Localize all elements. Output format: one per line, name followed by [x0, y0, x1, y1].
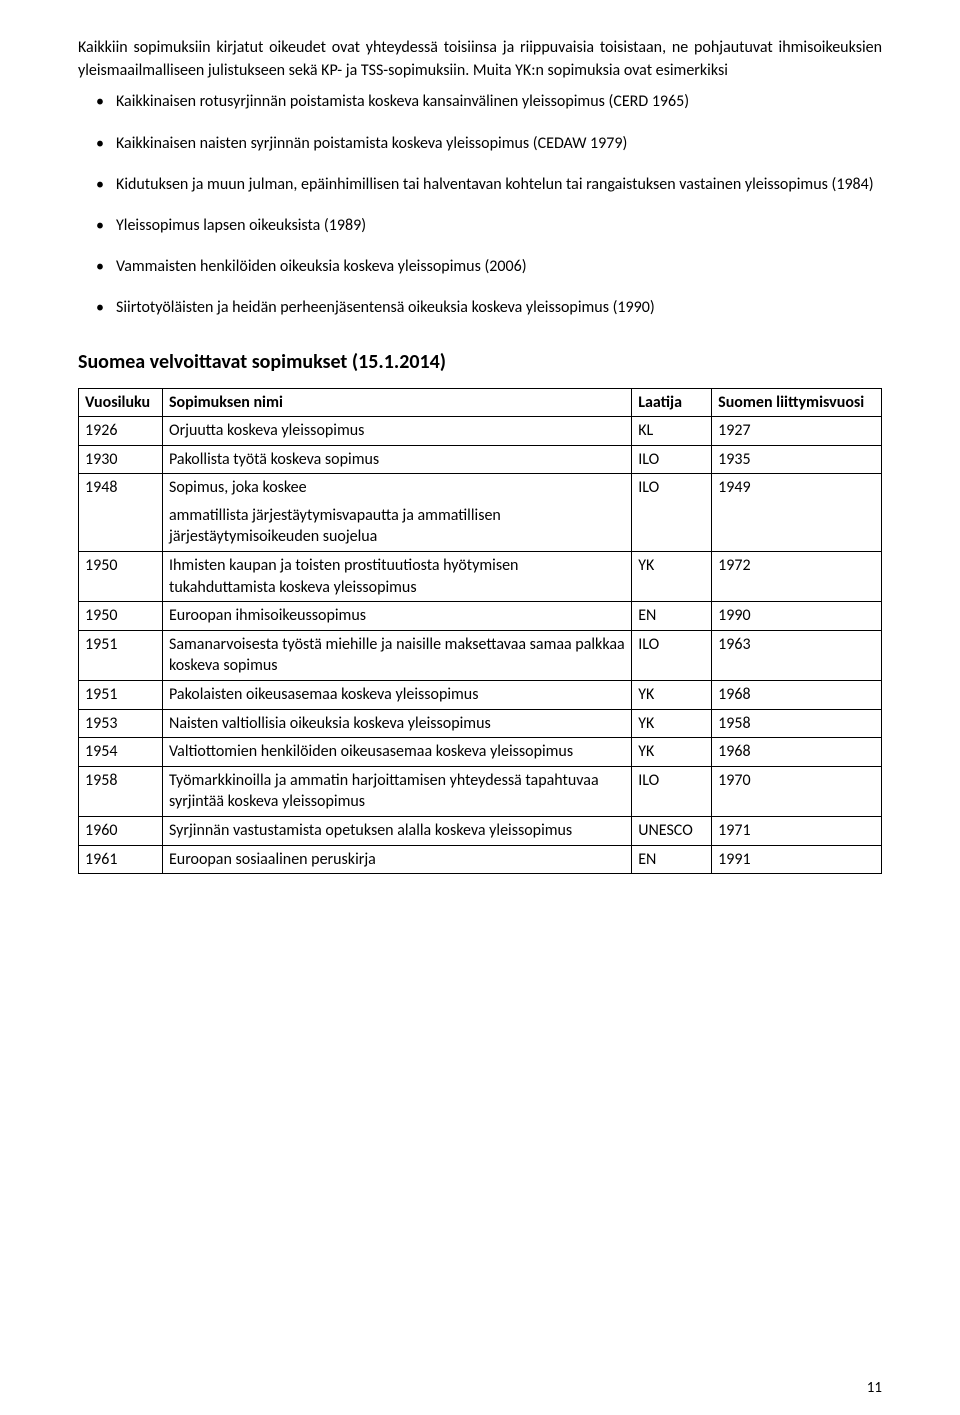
td-name: Euroopan ihmisoikeussopimus: [162, 602, 631, 631]
td-year: 1961: [79, 845, 163, 874]
table-row: 1926Orjuutta koskeva yleissopimusKL1927: [79, 417, 882, 446]
td-joined: 1970: [712, 766, 882, 816]
table-header-row: Vuosiluku Sopimuksen nimi Laatija Suomen…: [79, 388, 882, 417]
td-author: UNESCO: [632, 817, 712, 846]
table-row: 1960Syrjinnän vastustamista opetuksen al…: [79, 817, 882, 846]
td-author: EN: [632, 845, 712, 874]
td-joined: 1927: [712, 417, 882, 446]
table-row: 1961Euroopan sosiaalinen peruskirjaEN199…: [79, 845, 882, 874]
table-row: 1951Samanarvoisesta työstä miehille ja n…: [79, 630, 882, 680]
td-joined: 1968: [712, 681, 882, 710]
td-name: Valtiottomien henkilöiden oikeusasemaa k…: [162, 738, 631, 767]
td-name: Orjuutta koskeva yleissopimus: [162, 417, 631, 446]
section-title: Suomea velvoittavat sopimukset (15.1.201…: [78, 350, 882, 374]
table-row: 1950Euroopan ihmisoikeussopimusEN1990: [79, 602, 882, 631]
td-name: Euroopan sosiaalinen peruskirja: [162, 845, 631, 874]
td-year: 1948: [79, 474, 163, 552]
table-row: 1951Pakolaisten oikeusasemaa koskeva yle…: [79, 681, 882, 710]
td-year: 1930: [79, 445, 163, 474]
td-author: YK: [632, 709, 712, 738]
td-joined: 1972: [712, 552, 882, 602]
td-author: ILO: [632, 445, 712, 474]
list-item: Kaikkinaisen rotusyrjinnän poistamista k…: [78, 90, 882, 113]
td-year: 1953: [79, 709, 163, 738]
td-name: Ihmisten kaupan ja toisten prostituutios…: [162, 552, 631, 602]
td-year: 1951: [79, 681, 163, 710]
td-joined: 1963: [712, 630, 882, 680]
td-author: ILO: [632, 474, 712, 552]
th-name: Sopimuksen nimi: [162, 388, 631, 417]
td-name: Syrjinnän vastustamista opetuksen alalla…: [162, 817, 631, 846]
td-author: YK: [632, 681, 712, 710]
td-name: Työmarkkinoilla ja ammatin harjoittamise…: [162, 766, 631, 816]
list-item: Yleissopimus lapsen oikeuksista (1989): [78, 214, 882, 237]
th-author: Laatija: [632, 388, 712, 417]
td-joined: 1990: [712, 602, 882, 631]
td-year: 1926: [79, 417, 163, 446]
td-joined: 1958: [712, 709, 882, 738]
intro-paragraph: Kaikkiin sopimuksiin kirjatut oikeudet o…: [78, 36, 882, 82]
td-name: Pakollista työtä koskeva sopimus: [162, 445, 631, 474]
td-joined: 1935: [712, 445, 882, 474]
page-number: 11: [867, 1379, 882, 1397]
td-author: EN: [632, 602, 712, 631]
td-year: 1951: [79, 630, 163, 680]
td-name: Naisten valtiollisia oikeuksia koskeva y…: [162, 709, 631, 738]
td-joined: 1949: [712, 474, 882, 552]
treaty-table: Vuosiluku Sopimuksen nimi Laatija Suomen…: [78, 388, 882, 875]
td-author: ILO: [632, 630, 712, 680]
list-item: Kidutuksen ja muun julman, epäinhimillis…: [78, 173, 882, 196]
list-item: Siirtotyöläisten ja heidän perheenjäsent…: [78, 296, 882, 319]
table-row: 1930Pakollista työtä koskeva sopimusILO1…: [79, 445, 882, 474]
td-author: YK: [632, 738, 712, 767]
td-year: 1954: [79, 738, 163, 767]
table-row: 1954Valtiottomien henkilöiden oikeusasem…: [79, 738, 882, 767]
list-item: Vammaisten henkilöiden oikeuksia koskeva…: [78, 255, 882, 278]
td-year: 1950: [79, 602, 163, 631]
td-year: 1958: [79, 766, 163, 816]
td-year: 1950: [79, 552, 163, 602]
td-name: Pakolaisten oikeusasemaa koskeva yleisso…: [162, 681, 631, 710]
td-year: 1960: [79, 817, 163, 846]
td-author: KL: [632, 417, 712, 446]
table-row: 1950Ihmisten kaupan ja toisten prostituu…: [79, 552, 882, 602]
td-joined: 1971: [712, 817, 882, 846]
th-year: Vuosiluku: [79, 388, 163, 417]
table-row: 1948Sopimus, joka koskeeammatillista jär…: [79, 474, 882, 552]
th-joined: Suomen liittymisvuosi: [712, 388, 882, 417]
table-row: 1953Naisten valtiollisia oikeuksia koske…: [79, 709, 882, 738]
bullet-list: Kaikkinaisen rotusyrjinnän poistamista k…: [78, 90, 882, 319]
td-joined: 1968: [712, 738, 882, 767]
td-name: Sopimus, joka koskeeammatillista järjest…: [162, 474, 631, 552]
table-row: 1958Työmarkkinoilla ja ammatin harjoitta…: [79, 766, 882, 816]
td-joined: 1991: [712, 845, 882, 874]
td-name: Samanarvoisesta työstä miehille ja naisi…: [162, 630, 631, 680]
page: Kaikkiin sopimuksiin kirjatut oikeudet o…: [0, 0, 960, 1415]
td-author: ILO: [632, 766, 712, 816]
td-author: YK: [632, 552, 712, 602]
list-item: Kaikkinaisen naisten syrjinnän poistamis…: [78, 132, 882, 155]
